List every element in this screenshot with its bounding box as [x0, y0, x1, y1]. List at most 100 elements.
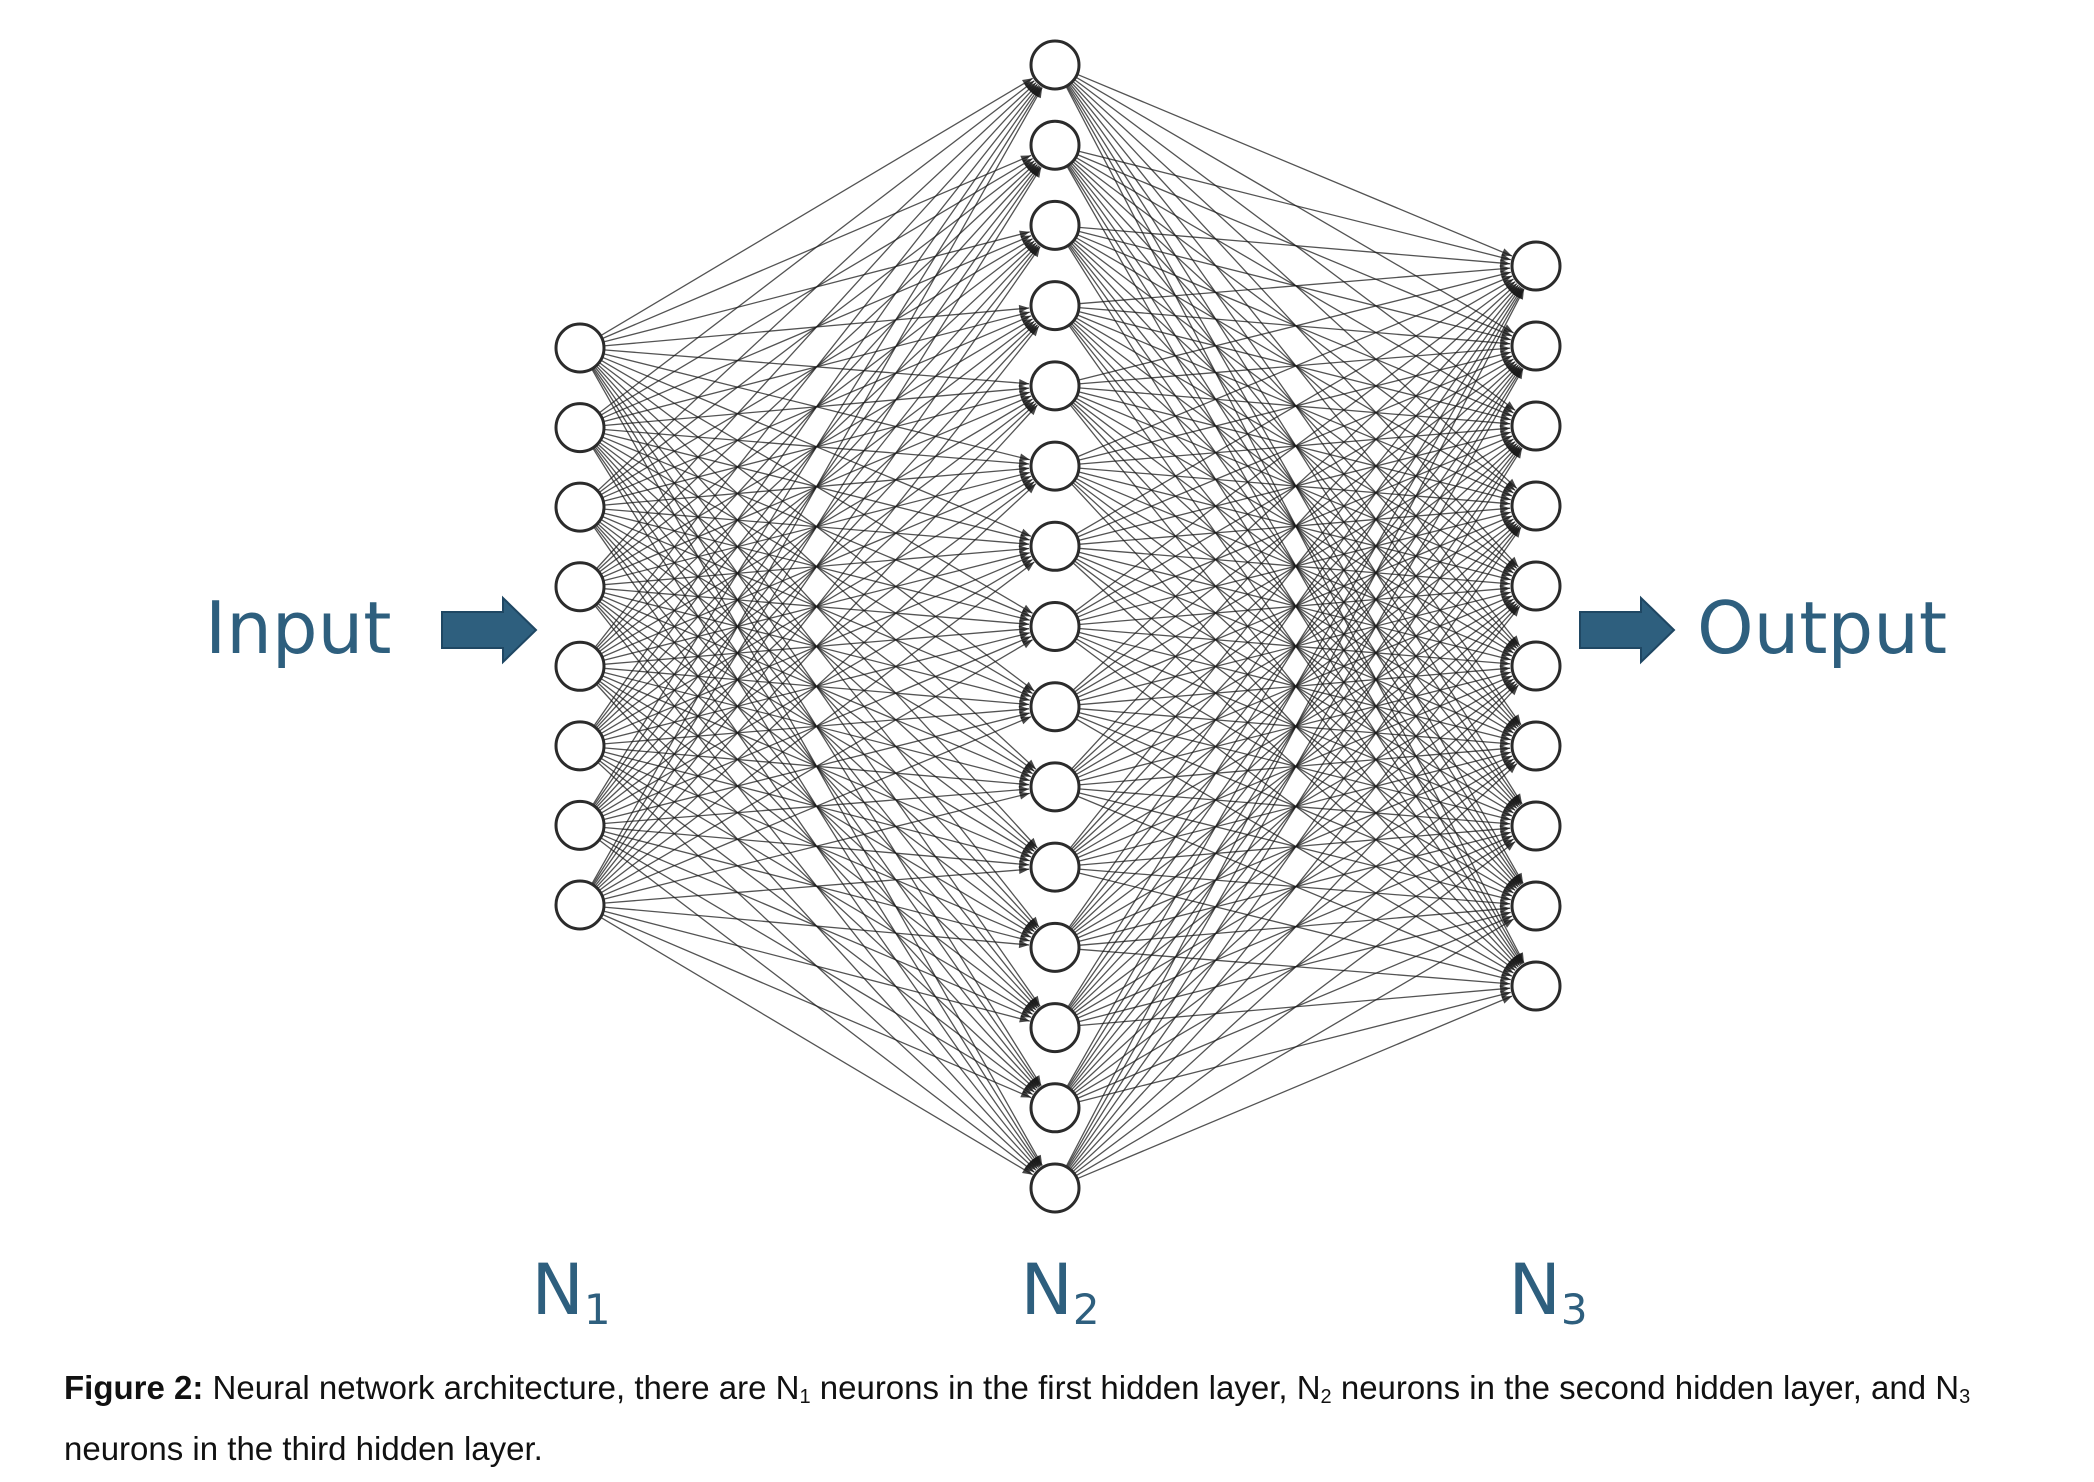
arrowhead [1502, 519, 1514, 528]
connection-line [1070, 684, 1519, 1171]
arrowhead [1022, 1166, 1033, 1175]
arrowhead [1499, 419, 1511, 427]
arrowhead [1501, 968, 1512, 977]
connection-line [1072, 283, 1518, 691]
arrowhead [1018, 785, 1030, 794]
arrowhead [1501, 648, 1512, 656]
arrowhead [1027, 405, 1038, 416]
connection-line [601, 716, 1032, 897]
arrowhead [1018, 705, 1030, 714]
connection-line [1067, 447, 1523, 1169]
arrowhead [1018, 379, 1030, 387]
arrowhead [1018, 866, 1030, 874]
arrowhead [1018, 779, 1030, 788]
arrowhead [1022, 479, 1033, 488]
output-label: Output [1697, 586, 1948, 670]
neuron-layer-3 [1510, 480, 1562, 532]
arrowhead [1501, 488, 1512, 496]
arrowhead [1499, 905, 1511, 914]
connection-line [598, 80, 1035, 414]
connection-line [594, 84, 1040, 648]
arrowhead [1019, 694, 1030, 702]
arrowhead [1500, 333, 1511, 342]
arrowhead [1502, 279, 1514, 288]
arrowhead [1020, 1009, 1032, 1018]
connection-line [593, 85, 1041, 727]
neuron-layer-2 [1029, 440, 1081, 492]
connection-lines [591, 73, 1525, 1180]
neuron-layer-2 [1029, 921, 1081, 973]
connection-line [593, 246, 1041, 886]
layer-label-n2: N2 [1020, 1255, 1099, 1331]
neuron-layer-1 [554, 799, 606, 851]
arrowhead [1019, 1014, 1030, 1023]
arrowhead [1020, 716, 1031, 725]
arrowhead [1506, 478, 1517, 489]
arrowhead [1499, 745, 1511, 753]
layer-label-n3: N3 [1508, 1255, 1587, 1331]
arrowhead [1019, 613, 1030, 622]
arrowhead [1025, 1080, 1036, 1091]
input-arrow-icon [441, 595, 538, 665]
arrowhead [1018, 465, 1030, 474]
caption-subscript: 2 [1320, 1386, 1332, 1408]
caption-lead: Figure 2: [64, 1369, 204, 1406]
arrowhead [1502, 919, 1514, 928]
neuron-layer-1 [554, 561, 606, 613]
neuron-layer-2 [1029, 280, 1081, 332]
arrowhead [1018, 625, 1030, 634]
arrowhead [1515, 289, 1524, 300]
arrowhead [1506, 958, 1517, 969]
arrowhead [1499, 659, 1511, 667]
neuron-layer-2 [1029, 199, 1081, 251]
arrowhead [1499, 665, 1511, 673]
arrowhead [1018, 860, 1030, 868]
connection-line [1070, 284, 1519, 770]
neuron-layer-2 [1029, 681, 1081, 733]
connection-line [598, 561, 1035, 892]
caption-text: Neural network architecture, there are N [203, 1369, 800, 1406]
arrowhead [1022, 158, 1033, 167]
arrowhead [1499, 825, 1511, 834]
arrowhead [1025, 1160, 1036, 1171]
neuron-layer-2 [1029, 360, 1081, 412]
arrowhead [1018, 545, 1030, 554]
connection-line [595, 83, 1038, 570]
neuron-layer-3 [1510, 320, 1562, 372]
connection-line [1073, 841, 1516, 1175]
arrowhead [1018, 385, 1030, 393]
arrowhead [1502, 679, 1514, 688]
connection-line [592, 166, 1042, 885]
neuron-layer-2 [1029, 1002, 1081, 1054]
neuron-layer-2 [1029, 1162, 1081, 1214]
arrowhead [1019, 854, 1030, 863]
connection-line [1078, 271, 1511, 381]
arrowhead [1020, 849, 1032, 857]
arrowhead [1501, 408, 1512, 416]
caption-text: neurons in the second hidden layer, and … [1331, 1369, 1960, 1406]
arrowhead [1019, 791, 1030, 800]
arrowhead [1020, 929, 1032, 938]
arrowhead [1502, 359, 1514, 368]
neuron-layer-3 [1510, 800, 1562, 852]
arrowhead [1020, 528, 1031, 537]
arrowhead [1025, 1000, 1036, 1010]
connection-line [600, 916, 1034, 1176]
connection-line [603, 792, 1030, 900]
connection-line [1066, 368, 1524, 1168]
arrowhead [1502, 839, 1514, 848]
arrowhead [1506, 798, 1517, 809]
neuron-layer-3 [1510, 720, 1562, 772]
neuron-layer-3 [1510, 400, 1562, 452]
arrowhead [1506, 638, 1517, 649]
layer-label-letter: N [1020, 1249, 1073, 1331]
arrowhead [1510, 606, 1520, 617]
connection-line [1078, 150, 1511, 261]
layer-label-subscript: 1 [583, 1285, 611, 1334]
connection-line [601, 913, 1032, 1099]
neuron-layer-2 [1029, 119, 1081, 171]
arrowhead [1501, 888, 1512, 896]
arrowhead [1499, 505, 1511, 513]
arrowhead [1500, 573, 1511, 582]
neuron-layer-1 [554, 879, 606, 931]
